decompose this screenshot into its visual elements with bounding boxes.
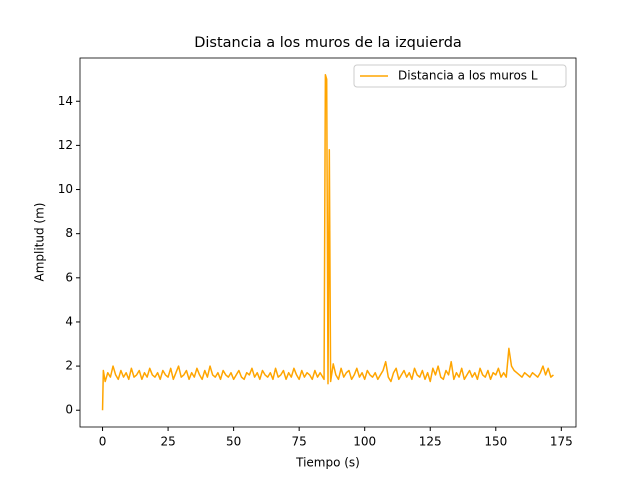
x-tick-label: 25 <box>160 435 175 449</box>
plot-frame <box>79 57 577 428</box>
y-tick-label: 0 <box>65 403 73 417</box>
y-tick-label: 12 <box>58 138 73 152</box>
y-tick-label: 14 <box>58 94 73 108</box>
x-tick-label: 0 <box>99 435 107 449</box>
y-tick-label: 4 <box>65 314 73 328</box>
x-tick-label: 175 <box>550 435 573 449</box>
x-tick-label: 150 <box>484 435 507 449</box>
y-tick-label: 6 <box>65 270 73 284</box>
legend-label: Distancia a los muros L <box>398 69 538 83</box>
x-tick-label: 50 <box>226 435 241 449</box>
x-tick-label: 75 <box>292 435 307 449</box>
x-tick-label: 100 <box>353 435 376 449</box>
chart-title: Distancia a los muros de la izquierda <box>194 35 462 51</box>
y-tick-label: 8 <box>65 226 73 240</box>
y-axis-label: Amplitud (m) <box>33 203 47 282</box>
legend-box <box>353 64 567 88</box>
x-axis-label: Tiempo (s) <box>295 456 360 470</box>
x-tick-label: 125 <box>419 435 442 449</box>
data-line <box>101 74 554 411</box>
y-tick-label: 10 <box>58 182 73 196</box>
y-tick-label: 2 <box>65 359 73 373</box>
